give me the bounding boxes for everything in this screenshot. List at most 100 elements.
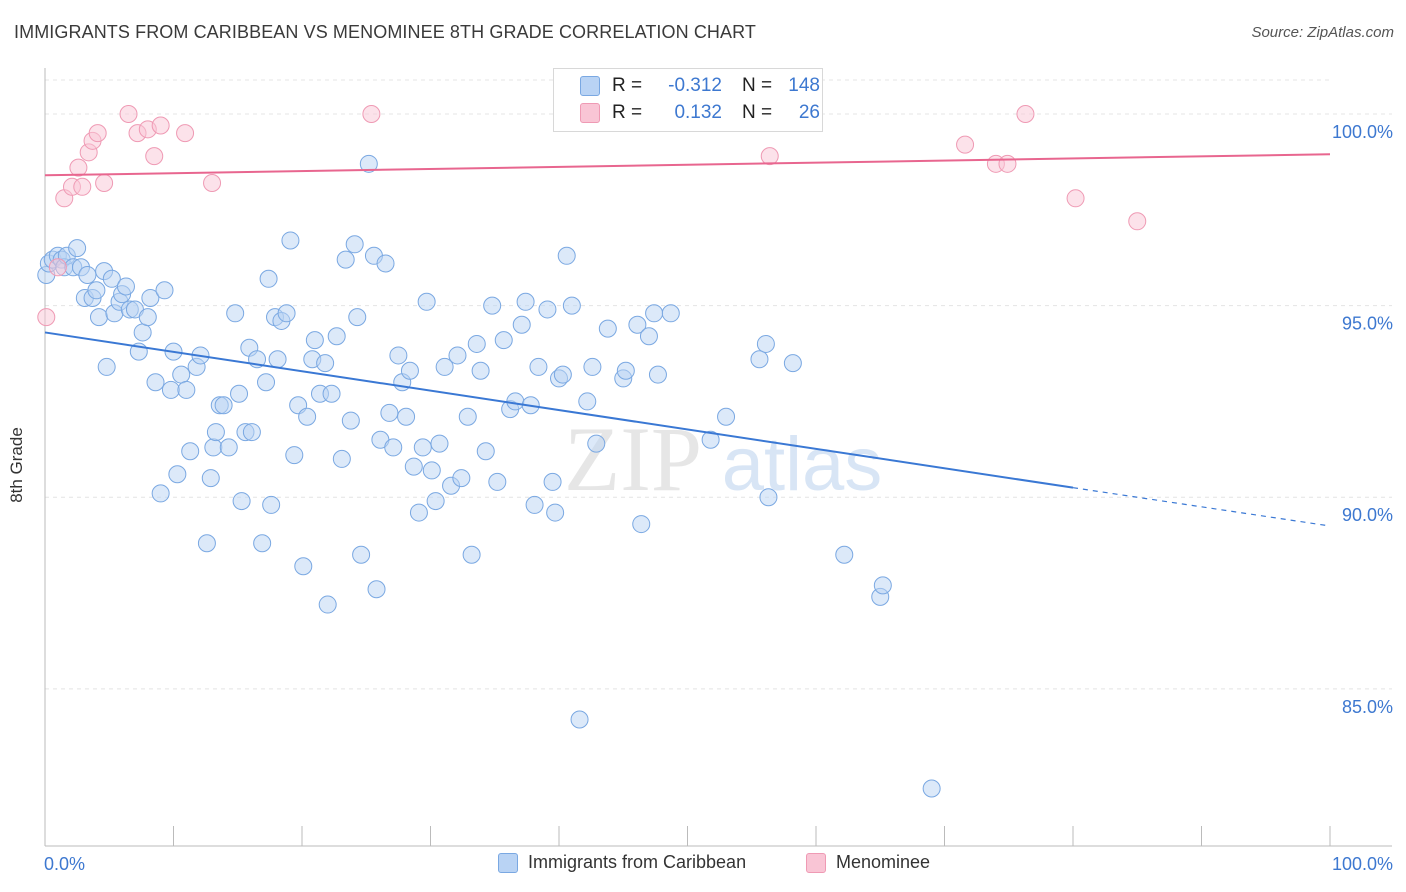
legend-r-value: 0.132 <box>674 102 722 123</box>
legend-swatch-menominee <box>806 852 826 873</box>
point-caribbean <box>538 300 557 319</box>
point-caribbean <box>253 534 272 553</box>
y-tick-label: 100.0% <box>1332 122 1393 142</box>
point-caribbean <box>546 503 565 522</box>
point-caribbean <box>359 154 378 173</box>
point-caribbean <box>232 492 251 511</box>
point-caribbean <box>242 423 261 442</box>
point-caribbean <box>294 557 313 576</box>
point-caribbean <box>873 576 892 595</box>
point-caribbean <box>336 250 355 269</box>
x-tick-label: 100.0% <box>1332 854 1393 874</box>
point-menominee <box>1128 212 1147 231</box>
point-caribbean <box>352 545 371 564</box>
point-caribbean <box>102 269 121 288</box>
point-caribbean <box>161 380 180 399</box>
point-caribbean <box>97 357 116 376</box>
point-caribbean <box>281 231 300 250</box>
legend-item-caribbean[interactable]: Immigrants from Caribbean <box>498 852 746 873</box>
source-label: Source: ZipAtlas.com <box>1251 24 1394 41</box>
point-menominee <box>362 104 381 123</box>
point-caribbean <box>259 269 278 288</box>
point-caribbean <box>430 434 449 453</box>
point-caribbean <box>476 442 495 461</box>
legend-label-caribbean: Immigrants from Caribbean <box>528 852 747 872</box>
point-caribbean <box>367 580 386 599</box>
point-caribbean <box>448 346 467 365</box>
point-caribbean <box>488 472 507 491</box>
point-caribbean <box>494 331 513 350</box>
point-caribbean <box>197 534 216 553</box>
x-tick-label: 0.0% <box>44 854 85 874</box>
point-menominee <box>203 173 222 192</box>
point-caribbean <box>471 361 490 380</box>
point-caribbean <box>701 430 720 449</box>
point-caribbean <box>578 392 597 411</box>
legend-swatch-caribbean <box>580 76 600 96</box>
point-caribbean <box>467 334 486 353</box>
point-caribbean <box>384 438 403 457</box>
point-menominee <box>119 104 138 123</box>
point-caribbean <box>661 304 680 323</box>
point-caribbean <box>322 384 341 403</box>
legend-label-menominee: Menominee <box>836 852 931 872</box>
series-menominee-points <box>37 104 1147 327</box>
point-caribbean <box>68 239 87 258</box>
legend-item-menominee[interactable]: Menominee <box>806 852 930 873</box>
legend-r-label: R = <box>612 75 643 96</box>
point-caribbean <box>397 407 416 426</box>
y-tick-label: 90.0% <box>1342 505 1393 525</box>
legend-r-value: -0.312 <box>668 75 722 96</box>
point-caribbean <box>380 403 399 422</box>
point-caribbean <box>181 442 200 461</box>
point-caribbean <box>922 779 941 798</box>
point-caribbean <box>305 331 324 350</box>
point-caribbean <box>327 327 346 346</box>
point-menominee <box>998 154 1017 173</box>
point-caribbean <box>151 484 170 503</box>
point-caribbean <box>417 292 436 311</box>
trend-caribbean <box>44 331 1074 489</box>
legend-swatch-menominee <box>580 103 600 123</box>
point-caribbean <box>318 595 337 614</box>
point-caribbean <box>389 346 408 365</box>
point-caribbean <box>759 488 778 507</box>
point-caribbean <box>204 438 223 457</box>
point-caribbean <box>543 472 562 491</box>
point-caribbean <box>426 492 445 511</box>
point-menominee <box>151 116 170 135</box>
point-caribbean <box>452 469 471 488</box>
axes <box>44 68 1392 847</box>
point-caribbean <box>409 503 428 522</box>
point-caribbean <box>645 304 664 323</box>
point-caribbean <box>756 334 775 353</box>
point-caribbean <box>529 357 548 376</box>
point-caribbean <box>557 246 576 265</box>
point-caribbean <box>78 265 97 284</box>
point-caribbean <box>226 304 245 323</box>
point-caribbean <box>262 495 281 514</box>
point-caribbean <box>298 407 317 426</box>
point-caribbean <box>587 434 606 453</box>
point-caribbean <box>285 446 304 465</box>
chart-title: IMMIGRANTS FROM CARIBBEAN VS MENOMINEE 8… <box>14 22 757 42</box>
point-caribbean <box>177 380 196 399</box>
watermark-atlas: atlas <box>722 422 883 507</box>
point-menominee <box>176 124 195 143</box>
point-caribbean <box>376 254 395 273</box>
point-caribbean <box>616 361 635 380</box>
legend-swatch-caribbean <box>498 852 518 873</box>
trend-menominee <box>44 153 1331 177</box>
y-axis-label: 8th Grade <box>7 427 26 503</box>
trend-lines <box>44 153 1331 527</box>
point-caribbean <box>230 384 249 403</box>
point-caribbean <box>89 308 108 327</box>
point-caribbean <box>146 373 165 392</box>
point-caribbean <box>206 423 225 442</box>
point-caribbean <box>341 411 360 430</box>
point-caribbean <box>87 281 106 300</box>
point-caribbean <box>458 407 477 426</box>
point-caribbean <box>512 315 531 334</box>
point-caribbean <box>717 407 736 426</box>
